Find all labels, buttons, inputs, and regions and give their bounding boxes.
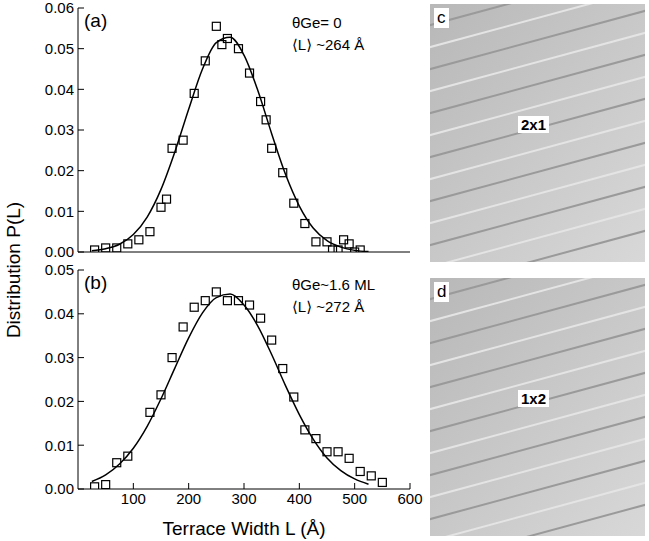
html-text:c: c xyxy=(437,8,446,27)
svg-text:0.02: 0.02 xyxy=(45,162,74,179)
svg-text:0.04: 0.04 xyxy=(45,81,74,98)
html-text:2x1: 2x1 xyxy=(521,116,546,133)
html-text:θGe= 0: θGe= 0 xyxy=(292,14,342,31)
svg-text:0.05: 0.05 xyxy=(45,262,74,278)
html-text:⟨L⟩ ~264 Å: ⟨L⟩ ~264 Å xyxy=(292,36,365,53)
svg-text:500: 500 xyxy=(342,490,367,507)
html-text:(a): (a) xyxy=(84,10,108,31)
svg-text:0.02: 0.02 xyxy=(45,393,74,410)
svg-text:0.03: 0.03 xyxy=(45,349,74,366)
html-text:⟨L⟩ ~272 Å: ⟨L⟩ ~272 Å xyxy=(292,298,365,315)
svg-text:0.04: 0.04 xyxy=(45,305,74,322)
svg-text:600: 600 xyxy=(397,490,422,507)
html-text:1x2: 1x2 xyxy=(521,390,546,407)
svg-text:0.00: 0.00 xyxy=(45,243,74,260)
html-text:Distribution P(L): Distribution P(L) xyxy=(3,201,24,339)
html-text:d: d xyxy=(437,282,447,301)
svg-text:300: 300 xyxy=(231,490,256,507)
svg-text:0.00: 0.00 xyxy=(45,480,74,497)
html-text:(b): (b) xyxy=(84,272,108,293)
svg-text:0.03: 0.03 xyxy=(45,121,74,138)
svg-text:0.01: 0.01 xyxy=(45,437,74,454)
svg-text:Terrace Width L (Å): Terrace Width L (Å) xyxy=(163,518,326,539)
svg-text:0.01: 0.01 xyxy=(45,203,74,220)
svg-text:0.05: 0.05 xyxy=(45,40,74,57)
svg-text:0.06: 0.06 xyxy=(45,0,74,16)
svg-text:100: 100 xyxy=(121,490,146,507)
svg-text:200: 200 xyxy=(176,490,201,507)
svg-text:400: 400 xyxy=(287,490,312,507)
html-text:θGe~1.6 ML: θGe~1.6 ML xyxy=(292,276,375,293)
